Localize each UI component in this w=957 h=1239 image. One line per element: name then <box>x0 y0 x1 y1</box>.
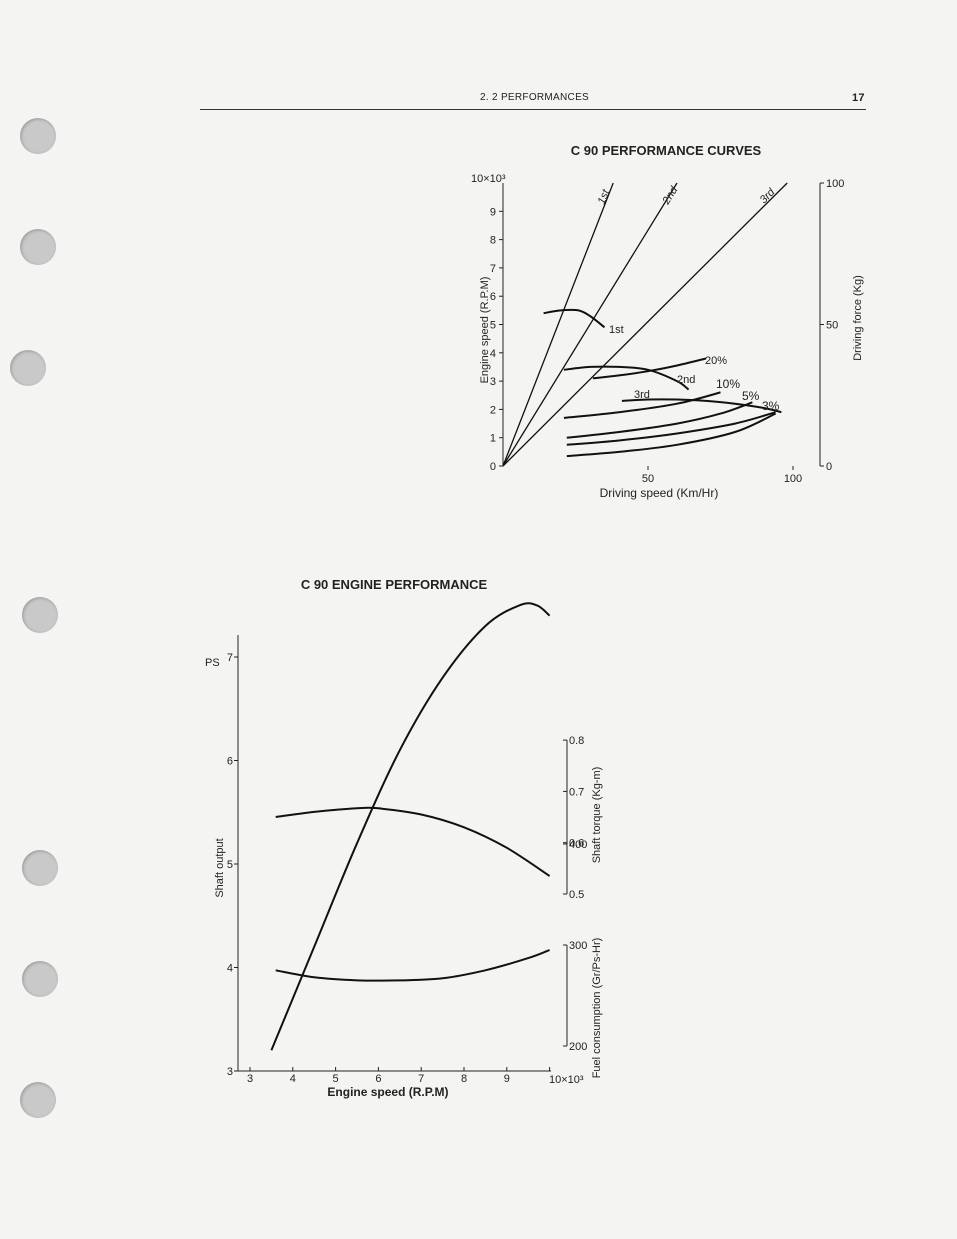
chart1-y-tick-label: 1 <box>490 433 496 445</box>
chart1-y-tick-label: 3 <box>490 376 496 388</box>
punch-hole <box>22 961 58 997</box>
chart1-x-axis-label: Driving speed (Km/Hr) <box>600 486 719 500</box>
torque-axis-tick-label: 0.5 <box>569 889 584 901</box>
gear-line-3rd <box>502 182 788 467</box>
fuel-consumption-curve <box>275 949 550 982</box>
torque-axis-label: Shaft torque (Kg-m) <box>591 767 603 864</box>
gear-line-label-1st: 1st <box>596 187 613 206</box>
torque-axis-tick-label: 0.7 <box>569 786 584 798</box>
fuel-axis-label: Fuel consumption (Gr/Ps-Hr) <box>591 938 603 1079</box>
punch-hole <box>22 850 58 886</box>
chart2-y-tick-label: 7 <box>227 652 233 664</box>
grade-label-20: 20% <box>705 355 727 367</box>
torque-axis-tick-label: 0.6 <box>569 838 584 850</box>
page-number: 17 <box>852 92 865 104</box>
gear-line-1st <box>502 182 614 467</box>
performance-curves-chart: C 90 PERFORMANCE CURVES 10×10³ 0 1 2 3 4 5 6 7 8… <box>471 143 864 500</box>
chart2-x-axis-label: Engine speed (R.P.M) <box>327 1085 448 1099</box>
chart2-y-tick-label: 5 <box>227 859 233 871</box>
section-heading: 2. 2 PERFORMANCES <box>480 92 590 103</box>
fuel-axis-tick-label: 300 <box>569 940 587 952</box>
grade-label-3: 3% <box>762 399 780 413</box>
chart2-x-tick-label: 5 <box>333 1073 339 1085</box>
force-curve-3rd <box>621 398 782 414</box>
punch-hole <box>22 597 58 633</box>
chart1-y-tick-label: 5 <box>490 320 496 332</box>
chart1-y2-axis-label: Driving force (Kg) <box>852 275 864 361</box>
chart1-y-tick-label: 6 <box>490 291 496 303</box>
torque-axis-tick-label: 0.8 <box>569 735 584 747</box>
chart2-title: C 90 ENGINE PERFORMANCE <box>301 577 488 592</box>
gear-line-label-3rd: 3rd <box>758 186 778 206</box>
chart2-y-unit-label: PS <box>205 657 220 669</box>
chart1-y2-tick-label: 50 <box>826 320 838 332</box>
chart2-x-tick-label: 4 <box>290 1073 296 1085</box>
fuel-axis-tick-label: 400 <box>569 839 587 851</box>
grade-label-5: 5% <box>742 389 760 403</box>
chart2-x-tick-label: 7 <box>418 1073 424 1085</box>
shaft-output-curve <box>270 602 551 1051</box>
chart1-y-tick-label: 9 <box>490 206 496 218</box>
force-curve-1st <box>543 308 606 329</box>
force-label-1st: 1st <box>609 324 624 336</box>
chart1-y-tick-label: 8 <box>490 235 496 247</box>
chart2-y-tick-label: 4 <box>227 963 233 975</box>
chart1-y-tick-label: 0 <box>490 461 496 473</box>
chart1-y-axis-label: Engine speed (R.P.M) <box>479 277 491 384</box>
force-curve-2nd <box>563 365 690 391</box>
gear-line-label-2nd: 2nd <box>660 184 681 208</box>
chart1-y-multiplier: 10×10³ <box>471 173 506 185</box>
force-label-3rd: 3rd <box>634 389 650 401</box>
header-rule <box>200 109 866 110</box>
chart1-y-tick-label: 4 <box>490 348 496 360</box>
chart2-x-tick-label: 3 <box>247 1073 253 1085</box>
punch-hole <box>10 350 46 386</box>
resistance-curve-3pct <box>566 411 776 446</box>
chart1-y-tick-label: 2 <box>490 404 496 416</box>
chart1-title: C 90 PERFORMANCE CURVES <box>571 143 762 158</box>
chart1-x-tick-label: 100 <box>784 473 802 485</box>
punch-hole <box>20 229 56 265</box>
force-label-2nd: 2nd <box>677 374 695 386</box>
chart2-y-tick-label: 6 <box>227 756 233 768</box>
chart1-y-tick-label: 7 <box>490 263 496 275</box>
resistance-curve-10pct <box>563 391 721 419</box>
shaft-torque-curve <box>275 806 551 877</box>
resistance-curve-5pct <box>566 401 753 439</box>
chart2-y-axis-label: Shaft output <box>214 838 226 897</box>
chart2-x-multiplier: 10×10³ <box>549 1074 584 1086</box>
resistance-curve-20pct <box>592 357 707 380</box>
chart1-x-tick-label: 50 <box>642 473 654 485</box>
engine-performance-chart: C 90 ENGINE PERFORMANCE 3 4 5 6 7 3 4 5 6 7 8 9 0.… <box>205 577 603 1099</box>
chart2-x-tick-label: 6 <box>375 1073 381 1085</box>
chart1-y2-tick-label: 0 <box>826 461 832 473</box>
chart2-y-tick-label: 3 <box>227 1066 233 1078</box>
chart2-x-tick-label: 9 <box>504 1073 510 1085</box>
chart1-y2-tick-label: 100 <box>826 178 844 190</box>
resistance-curve-level <box>566 412 777 458</box>
punch-hole <box>20 118 56 154</box>
gear-line-2nd <box>502 182 678 467</box>
grade-label-10: 10% <box>716 377 740 391</box>
chart2-x-tick-label: 8 <box>461 1073 467 1085</box>
punch-hole <box>20 1082 56 1118</box>
fuel-axis-tick-label: 200 <box>569 1041 587 1053</box>
